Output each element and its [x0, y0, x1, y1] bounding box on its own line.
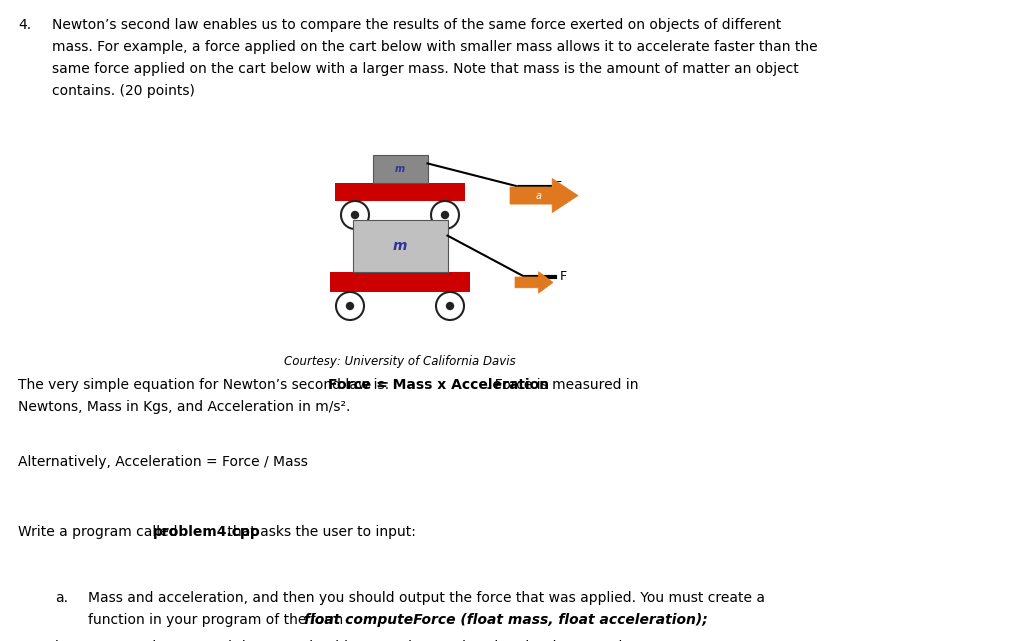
Text: contains. (20 points): contains. (20 points) [52, 84, 195, 98]
FancyArrow shape [515, 272, 553, 293]
Text: Write a program called: Write a program called [18, 526, 182, 539]
Ellipse shape [336, 292, 364, 320]
Text: m: m [393, 239, 408, 253]
Text: F: F [555, 181, 562, 194]
Ellipse shape [431, 201, 459, 229]
Text: F: F [560, 271, 567, 283]
Ellipse shape [446, 303, 454, 310]
Text: mass. For example, a force applied on the cart below with smaller mass allows it: mass. For example, a force applied on th… [52, 40, 817, 54]
Ellipse shape [441, 212, 449, 219]
Text: Alternatively, Acceleration = Force / Mass: Alternatively, Acceleration = Force / Ma… [18, 455, 308, 469]
Text: 4.: 4. [18, 18, 31, 32]
Bar [373, 155, 427, 183]
Bar [335, 183, 465, 201]
Bar [330, 272, 470, 292]
Text: m: m [395, 164, 406, 174]
Text: problem4.cpp: problem4.cpp [153, 526, 260, 539]
Ellipse shape [341, 201, 369, 229]
Text: function in your program of the form: function in your program of the form [88, 613, 347, 628]
Text: Mass and acceleration, and then you should output the force that was applied. Yo: Mass and acceleration, and then you shou… [88, 592, 765, 605]
Bar [352, 220, 447, 272]
Text: a.: a. [55, 592, 68, 605]
Text: float computeForce (float mass, float acceleration);: float computeForce (float mass, float ac… [304, 613, 709, 628]
Text: Newtons, Mass in Kgs, and Acceleration in m/s².: Newtons, Mass in Kgs, and Acceleration i… [18, 400, 350, 414]
Ellipse shape [346, 303, 353, 310]
Text: a: a [528, 278, 534, 287]
Ellipse shape [351, 212, 358, 219]
FancyArrow shape [510, 178, 578, 213]
Text: a: a [536, 190, 542, 201]
Text: that asks the user to input:: that asks the user to input: [223, 526, 416, 539]
Text: Force and mass, and then you should output the acceleration that happened. You m: Force and mass, and then you should outp… [88, 640, 756, 641]
Text: Courtesy: University of California Davis: Courtesy: University of California Davis [285, 355, 516, 368]
Text: Force = Mass x Acceleration: Force = Mass x Acceleration [328, 378, 549, 392]
Ellipse shape [436, 292, 464, 320]
Text: . Force is measured in: . Force is measured in [486, 378, 639, 392]
Text: b.: b. [55, 640, 69, 641]
Text: The very simple equation for Newton’s second law is:: The very simple equation for Newton’s se… [18, 378, 393, 392]
Text: Newton’s second law enables us to compare the results of the same force exerted : Newton’s second law enables us to compar… [52, 18, 781, 32]
Text: same force applied on the cart below with a larger mass. Note that mass is the a: same force applied on the cart below wit… [52, 62, 799, 76]
